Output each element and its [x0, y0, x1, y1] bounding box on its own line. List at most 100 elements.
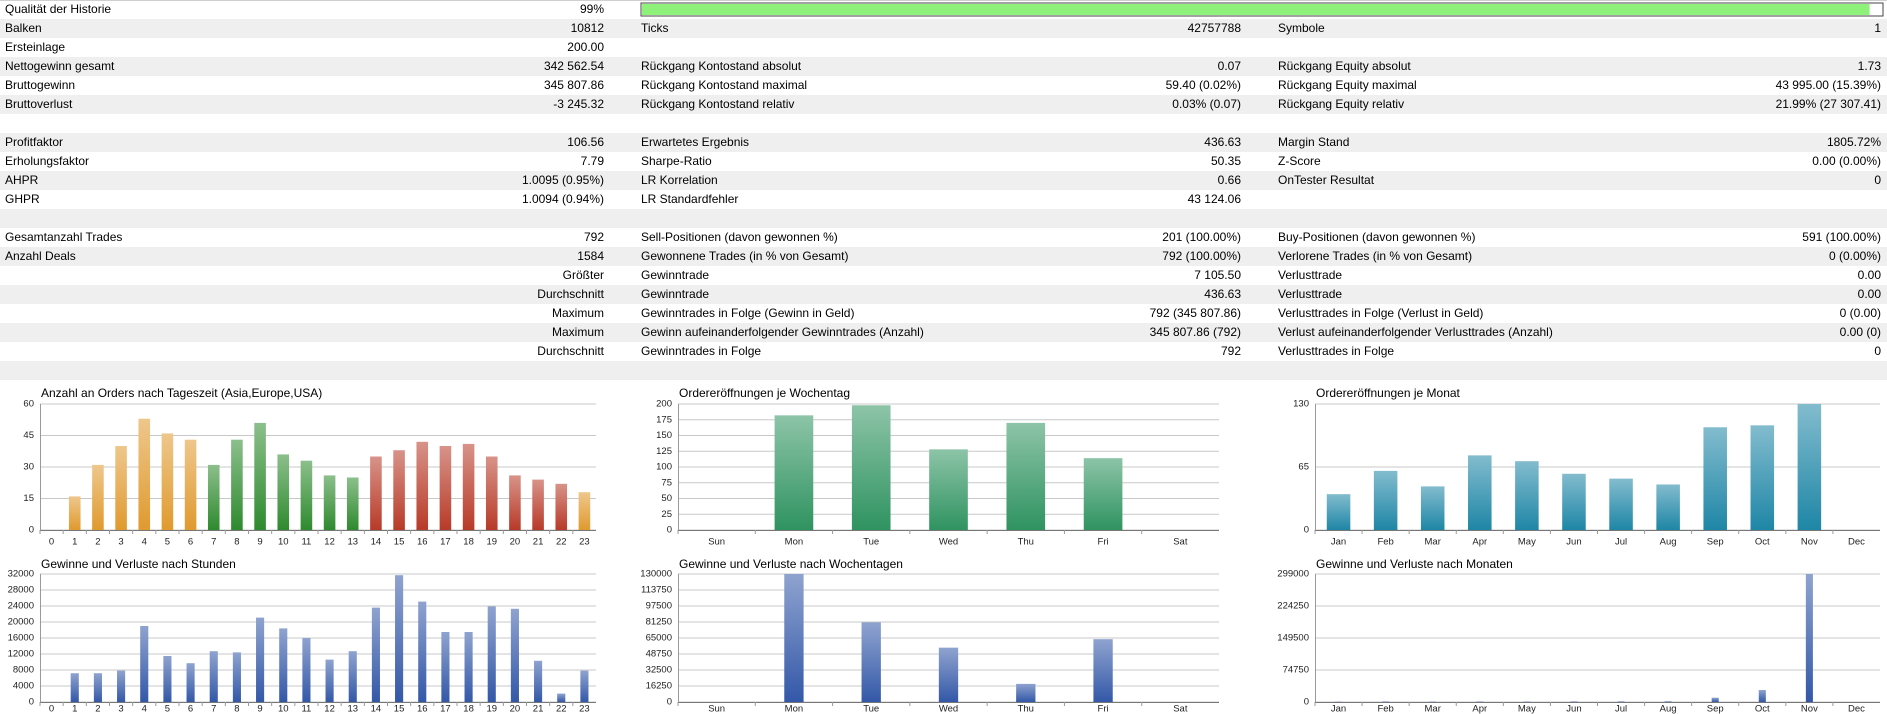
x-tick-label: 20 [510, 537, 521, 548]
row-label: Bruttoverlust [5, 97, 73, 111]
bar [138, 418, 151, 530]
bar [1750, 425, 1775, 530]
row-label: Buy-Positionen (davon gewonnen %) [1278, 230, 1475, 244]
x-tick-label: 13 [347, 704, 358, 714]
row-value: 0.00 (0.00%) [1812, 154, 1881, 168]
bar [302, 638, 311, 702]
bar [416, 441, 429, 530]
y-tick-label: 25 [661, 509, 672, 520]
x-tick-label: 16 [417, 704, 428, 714]
y-tick-label: 149500 [1277, 633, 1309, 644]
chart-title: Gewinne und Verluste nach Monaten [1316, 557, 1513, 571]
x-tick-label: Wed [939, 704, 958, 714]
bar [1420, 486, 1445, 530]
x-tick-label: Jun [1566, 704, 1581, 714]
row-value: 591 (100.00%) [1802, 230, 1881, 244]
bar [509, 475, 521, 530]
row-value: 7 105.50 [1194, 268, 1241, 282]
x-tick-label: 19 [486, 704, 497, 714]
bar [1656, 484, 1680, 530]
row-value: 21.99% (27 307.41) [1776, 97, 1881, 111]
row-label: Margin Stand [1278, 135, 1349, 149]
x-tick-label: Jul [1615, 704, 1627, 714]
bar [851, 405, 891, 530]
row-label: GHPR [5, 192, 40, 206]
row-label: Verlorene Trades (in % von Gesamt) [1278, 249, 1472, 263]
x-tick-label: 2 [95, 537, 100, 548]
bar [1373, 470, 1398, 530]
row-value: 43 995.00 (15.39%) [1776, 78, 1881, 92]
bar [418, 601, 427, 702]
bar [1006, 422, 1046, 530]
row-label: Z-Score [1278, 154, 1321, 168]
row-background [0, 209, 1887, 228]
y-tick-label: 0 [667, 697, 672, 708]
row-value: 1.0094 (0.94%) [522, 192, 604, 206]
row-background [0, 171, 1887, 190]
x-tick-label: 1 [72, 704, 77, 714]
row-value: 0.66 [1218, 173, 1242, 187]
bar [232, 652, 241, 702]
bar [371, 607, 380, 702]
bar [774, 415, 814, 530]
x-tick-label: Fri [1098, 704, 1109, 714]
row-value: 0.03% (0.07) [1172, 97, 1241, 111]
row-value: 792 [584, 230, 604, 244]
x-tick-label: 8 [234, 537, 239, 548]
y-tick-label: 0 [29, 525, 34, 536]
x-tick-label: Feb [1377, 704, 1393, 714]
row-value: 436.63 [1204, 135, 1241, 149]
y-tick-label: 75 [661, 477, 672, 488]
y-tick-label: 65000 [646, 633, 672, 644]
row-value: 0.00 (0) [1840, 325, 1881, 339]
row-label: Gewinn aufeinanderfolgender Gewinntrades… [641, 325, 924, 339]
x-tick-label: 15 [394, 704, 405, 714]
x-tick-label: 6 [188, 537, 193, 548]
y-tick-label: 130000 [640, 569, 672, 580]
x-tick-label: 10 [278, 704, 289, 714]
x-tick-label: Jan [1331, 537, 1346, 548]
x-tick-label: Apr [1472, 537, 1487, 548]
bar [485, 456, 498, 530]
bar [557, 693, 566, 702]
bar [161, 433, 174, 530]
row-value: 1584 [577, 249, 604, 263]
x-tick-label: 3 [118, 704, 123, 714]
x-tick-label: 4 [142, 537, 147, 548]
row-label: Verlusttrades in Folge [1278, 344, 1394, 358]
x-tick-label: Mon [785, 537, 803, 548]
bar [532, 479, 544, 530]
y-tick-label: 48750 [646, 649, 672, 660]
row-value: 0.00 [1858, 287, 1882, 301]
x-tick-label: 8 [234, 704, 239, 714]
x-tick-label: 9 [257, 537, 262, 548]
x-tick-label: 11 [301, 537, 311, 548]
row-value: 200.00 [567, 40, 604, 54]
y-tick-label: 20000 [8, 617, 34, 628]
row-value: 342 562.54 [544, 59, 604, 73]
x-tick-label: 13 [347, 537, 358, 548]
row-label: Erwartetes Ergebnis [641, 135, 749, 149]
row-label: Verlusttrades in Folge (Verlust in Geld) [1278, 306, 1483, 320]
bar [929, 449, 968, 530]
x-tick-label: 7 [211, 537, 216, 548]
row-value: 106.56 [567, 135, 604, 149]
row-qualifier: Maximum [552, 325, 604, 339]
chart-title: Ordereröffnungen je Wochentag [679, 386, 850, 400]
row-background [0, 247, 1887, 266]
row-background [0, 95, 1887, 114]
row-value: 43 124.06 [1188, 192, 1242, 206]
bar [1797, 404, 1822, 530]
bar [1468, 455, 1492, 530]
row-value: 792 [1221, 344, 1241, 358]
row-value: 0.00 [1858, 268, 1882, 282]
x-tick-label: Sat [1173, 537, 1188, 548]
y-tick-label: 299000 [1277, 569, 1309, 580]
x-tick-label: Aug [1660, 704, 1677, 714]
row-value: 0 (0.00%) [1829, 249, 1881, 263]
bar [441, 632, 450, 702]
y-tick-label: 100 [656, 462, 672, 473]
chart-title: Gewinne und Verluste nach Stunden [41, 557, 236, 571]
y-tick-label: 12000 [8, 649, 34, 660]
